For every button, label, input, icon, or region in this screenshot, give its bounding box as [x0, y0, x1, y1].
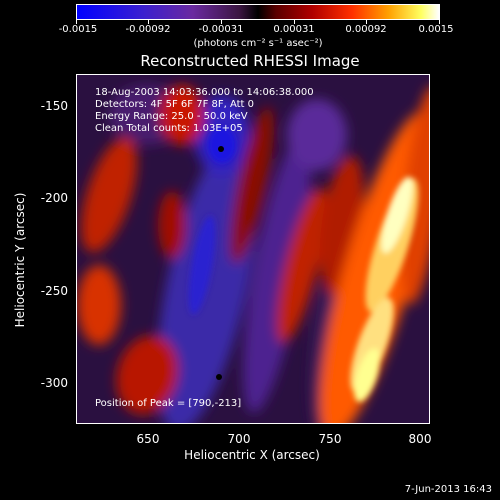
colorbar-tick: [76, 20, 77, 24]
colorbar-tick: [366, 20, 367, 24]
y-tick-label: -200: [40, 191, 68, 205]
colorbar-tick: [294, 20, 295, 24]
x-tick-label: 700: [227, 432, 251, 446]
peak-marker: [218, 146, 224, 152]
colorbar-tick-label: 0.00031: [273, 24, 315, 35]
y-tick-label: -300: [40, 376, 68, 390]
colorbar-tick: [148, 20, 149, 24]
x-tick-label: 650: [136, 432, 160, 446]
reconstructed-image: [77, 75, 429, 423]
info-time-range: 18-Aug-2003 14:03:36.000 to 14:06:38.000: [95, 87, 314, 98]
info-detectors: Detectors: 4F 5F 6F 7F 8F, Att 0: [95, 99, 255, 110]
y-tick-label: -150: [40, 99, 68, 113]
peak-position: Position of Peak = [790,-213]: [95, 398, 242, 409]
y-axis-label: Heliocentric Y (arcsec): [13, 192, 27, 328]
y-tick-label: -250: [40, 284, 68, 298]
colorbar-tick-label: -0.00092: [125, 24, 171, 35]
info-clean-counts: Clean Total counts: 1.03E+05: [95, 123, 243, 134]
image-plot: 18-Aug-2003 14:03:36.000 to 14:06:38.000…: [76, 74, 430, 424]
colorbar-unit: (photons cm⁻² s⁻¹ asec⁻²): [193, 38, 323, 49]
timestamp: 7-Jun-2013 16:43: [404, 484, 492, 495]
info-energy-range: Energy Range: 25.0 - 50.0 keV: [95, 111, 248, 122]
x-axis-label: Heliocentric X (arcsec): [184, 448, 320, 462]
colorbar-tick-label: 0.00092: [345, 24, 387, 35]
colorbar-tick: [221, 20, 222, 24]
colorbar-tick: [439, 20, 440, 24]
colorbar-tick-label: -0.00031: [198, 24, 244, 35]
x-tick-label: 800: [408, 432, 432, 446]
colorbar: [76, 4, 440, 20]
x-tick-label: 750: [318, 432, 342, 446]
secondary-marker: [216, 374, 222, 380]
colorbar-tick-label: -0.0015: [58, 24, 98, 35]
colorbar-tick-label: 0.0015: [418, 24, 454, 35]
image-title: Reconstructed RHESSI Image: [140, 52, 360, 70]
